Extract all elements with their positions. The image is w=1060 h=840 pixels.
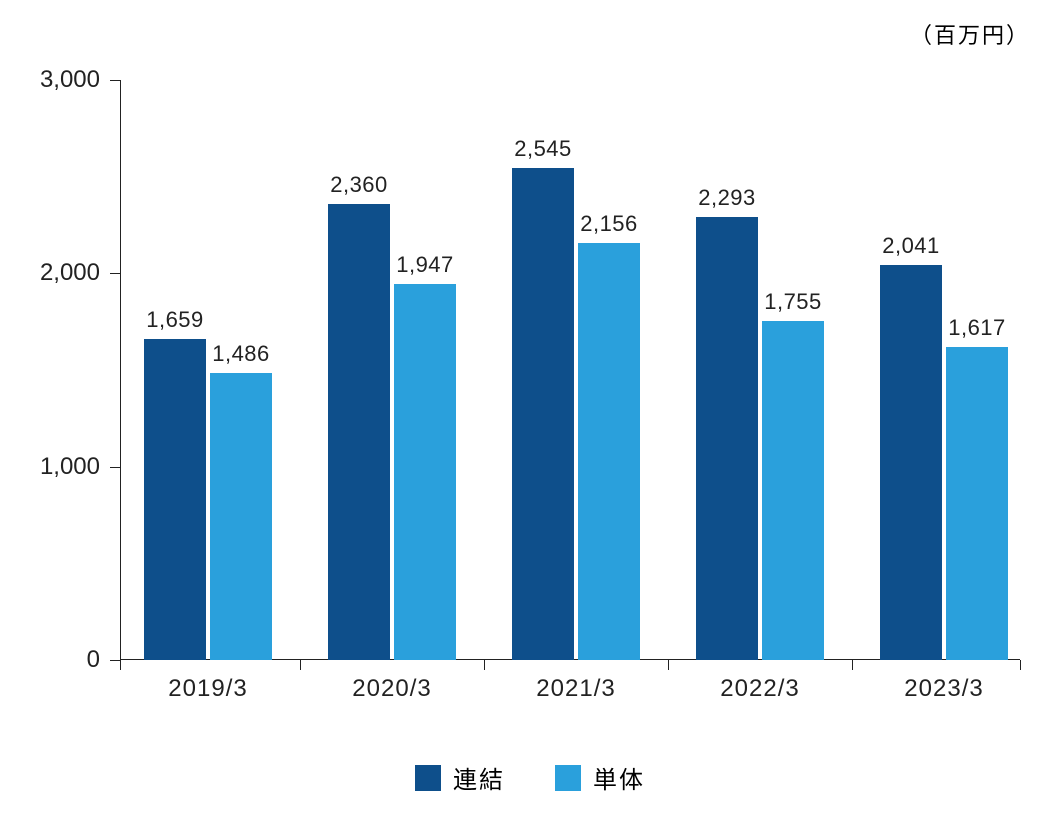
bar-non_consolidated <box>210 373 272 660</box>
x-tick-label: 2023/3 <box>904 675 983 703</box>
legend-label-consolidated: 連結 <box>453 760 505 795</box>
bar-non_consolidated <box>762 321 824 660</box>
x-tick-line <box>120 660 121 670</box>
y-tick-line <box>110 467 120 468</box>
bar-value-label: 1,755 <box>764 289 822 321</box>
legend-swatch-non-consolidated <box>555 765 581 791</box>
x-tick-line <box>852 660 853 670</box>
bar-value-label: 1,947 <box>396 252 454 284</box>
x-tick-label: 2021/3 <box>536 675 615 703</box>
y-tick-line <box>110 660 120 661</box>
plot-area: 01,0002,0003,0002019/31,6591,4862020/32,… <box>120 80 1020 660</box>
bar-value-label: 2,041 <box>882 233 940 265</box>
bar-value-label: 1,659 <box>146 307 204 339</box>
y-tick-line <box>110 80 120 81</box>
bar-non_consolidated <box>394 284 456 660</box>
y-tick-line <box>110 273 120 274</box>
legend: 連結 単体 <box>0 760 1060 795</box>
unit-label: （百万円） <box>910 18 1030 50</box>
x-tick-label: 2020/3 <box>352 675 431 703</box>
bar-value-label: 2,360 <box>330 172 388 204</box>
bar-consolidated <box>328 204 390 660</box>
bar-consolidated <box>512 168 574 660</box>
y-tick-label: 1,000 <box>40 453 100 481</box>
y-tick-label: 0 <box>87 646 100 674</box>
bar-consolidated <box>880 265 942 660</box>
x-tick-line <box>300 660 301 670</box>
y-tick-label: 2,000 <box>40 259 100 287</box>
x-tick-label: 2022/3 <box>720 675 799 703</box>
bar-value-label: 2,545 <box>514 136 572 168</box>
legend-item-non-consolidated: 単体 <box>555 760 645 795</box>
x-tick-line <box>484 660 485 670</box>
x-tick-label: 2019/3 <box>168 675 247 703</box>
bar-non_consolidated <box>946 347 1008 660</box>
bar-non_consolidated <box>578 243 640 660</box>
x-tick-line <box>1020 660 1021 670</box>
bar-value-label: 2,156 <box>580 211 638 243</box>
bar-value-label: 1,486 <box>212 341 270 373</box>
chart-container: （百万円） 01,0002,0003,0002019/31,6591,48620… <box>0 0 1060 840</box>
bar-consolidated <box>696 217 758 660</box>
legend-item-consolidated: 連結 <box>415 760 505 795</box>
y-tick-label: 3,000 <box>40 66 100 94</box>
x-tick-line <box>668 660 669 670</box>
bar-consolidated <box>144 339 206 660</box>
y-axis-line <box>120 80 121 660</box>
legend-swatch-consolidated <box>415 765 441 791</box>
bar-value-label: 1,617 <box>948 315 1006 347</box>
legend-label-non-consolidated: 単体 <box>593 760 645 795</box>
bar-value-label: 2,293 <box>698 185 756 217</box>
